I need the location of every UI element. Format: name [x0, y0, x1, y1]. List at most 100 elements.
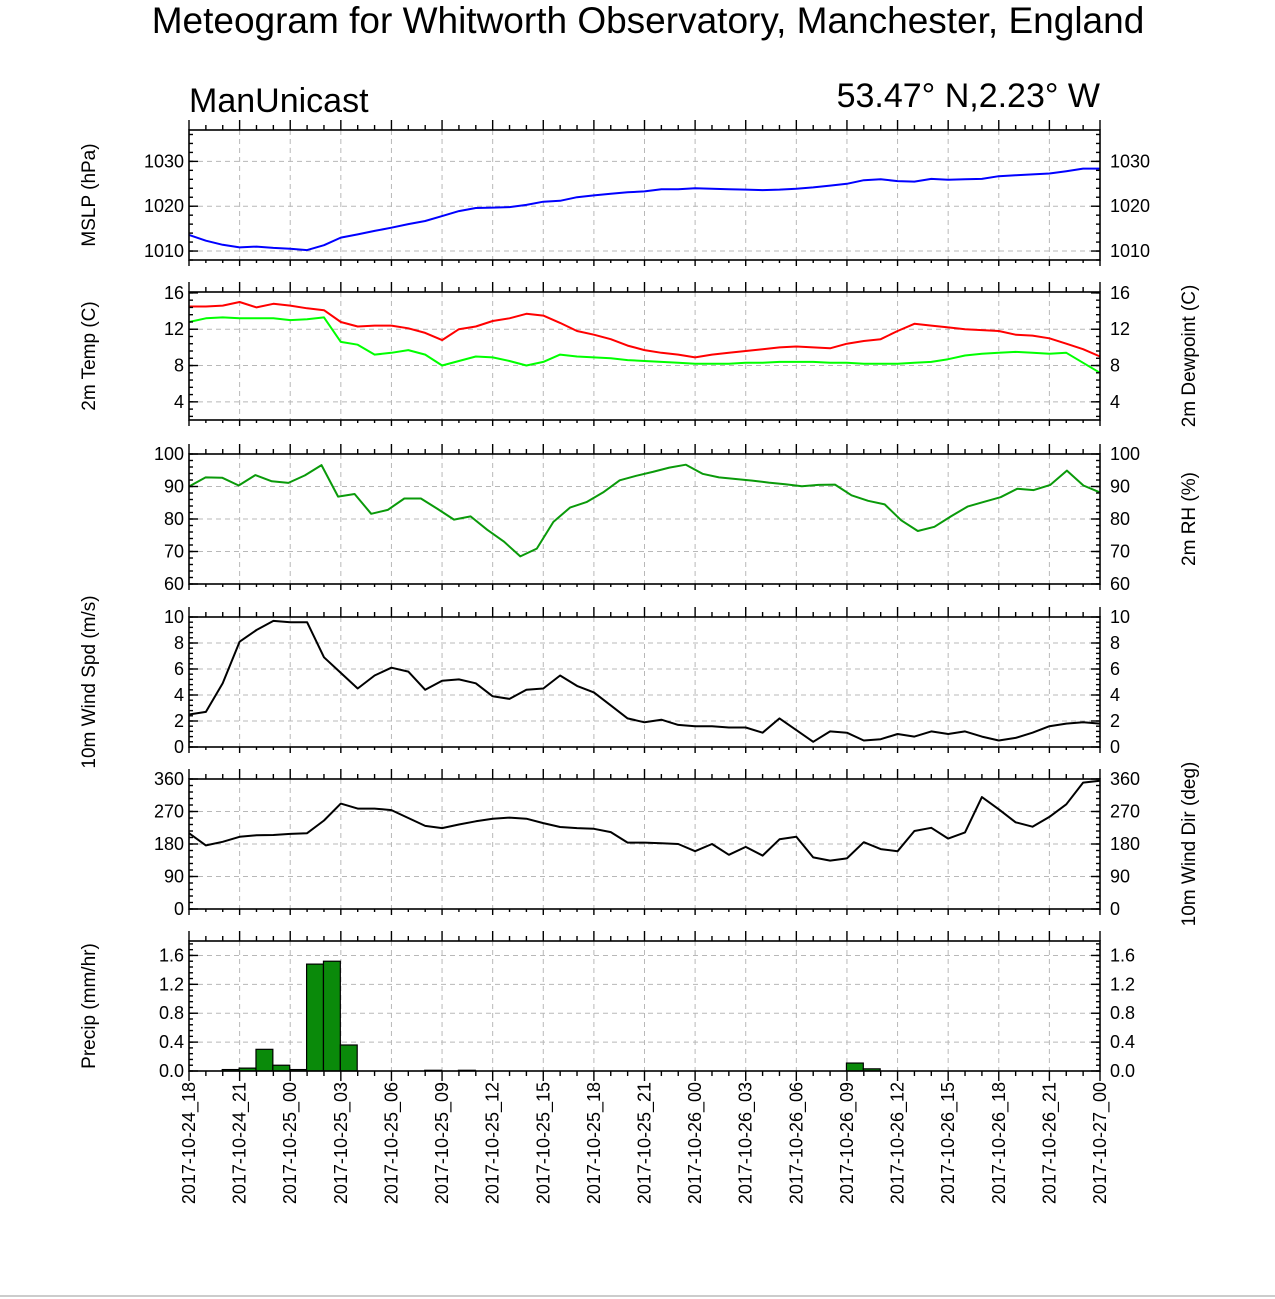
y-tick-label-left: 12 — [164, 319, 184, 339]
x-tick-label: 2017-10-26_18 — [989, 1082, 1010, 1204]
y-tick-label-right: 4 — [1110, 685, 1120, 705]
y-tick-label-left: 1.6 — [159, 945, 184, 965]
y-axis-title-left: Precip (mm/hr) — [79, 943, 100, 1069]
y-tick-label-right: 1.6 — [1110, 945, 1135, 965]
y-tick-label-right: 70 — [1110, 542, 1130, 562]
y-tick-label-left: 0 — [174, 899, 184, 919]
y-tick-label-left: 270 — [154, 802, 184, 822]
y-tick-label-right: 1020 — [1110, 196, 1150, 216]
y-tick-label-right: 8 — [1110, 356, 1120, 376]
x-tick-label: 2017-10-26_09 — [837, 1082, 858, 1204]
y-tick-label-left: 2 — [174, 711, 184, 731]
y-tick-label-right: 180 — [1110, 834, 1140, 854]
x-tick-label: 2017-10-26_03 — [736, 1082, 757, 1204]
y-tick-label-left: 180 — [154, 834, 184, 854]
y-tick-label-left: 0.4 — [159, 1032, 184, 1052]
precip-bar — [305, 963, 325, 1072]
panel-5: 0.0 0.0 0.4 0.4 0.8 0.8 1.2 1.2 1.6 1.6 Precip (mm… — [79, 931, 1135, 1081]
y-tick-label-left: 4 — [174, 685, 184, 705]
chart-title: Meteogram for Whitworth Observatory, Man… — [152, 0, 1145, 41]
y-tick-label-left: 0.0 — [159, 1061, 184, 1081]
y-tick-label-left: 1030 — [144, 151, 184, 171]
y-axis-title-right: 2m RH (%) — [1179, 472, 1200, 566]
y-tick-label-right: 10 — [1110, 607, 1130, 627]
y-tick-label-right: 90 — [1110, 477, 1130, 497]
y-tick-label-right: 100 — [1110, 444, 1140, 464]
time-axis: 2017-10-24_18 2017-10-24_21 2017-10-25_00 2… — [179, 1082, 1111, 1204]
y-tick-label-right: 0.8 — [1110, 1003, 1135, 1023]
y-axis-title-left: 10m Wind Spd (m/s) — [79, 595, 100, 768]
y-tick-label-left: 360 — [154, 769, 184, 789]
x-tick-label: 2017-10-25_18 — [584, 1082, 605, 1204]
y-tick-label-right: 4 — [1110, 392, 1120, 412]
y-axis-title-right: 2m Dewpoint (C) — [1179, 285, 1200, 428]
y-tick-label-left: 8 — [174, 356, 184, 376]
y-tick-label-left: 60 — [164, 574, 184, 594]
y-tick-label-left: 16 — [164, 283, 184, 303]
y-axis-title-right: 10m Wind Dir (deg) — [1179, 762, 1200, 927]
panel-2: 60 60 70 70 80 80 90 90 100 100 2m RH (%) — [154, 444, 1200, 594]
series-line-wind — [188, 779, 1101, 862]
y-tick-label-right: 0 — [1110, 899, 1120, 919]
x-tick-label: 2017-10-26_00 — [685, 1082, 706, 1204]
y-tick-label-left: 8 — [174, 633, 184, 653]
y-tick-label-right: 90 — [1110, 867, 1130, 887]
precip-bar — [322, 960, 341, 1072]
x-tick-label: 2017-10-25_15 — [533, 1082, 554, 1204]
y-tick-label-right: 8 — [1110, 633, 1120, 653]
x-tick-label: 2017-10-26_15 — [938, 1082, 959, 1204]
series-line-mslp — [188, 167, 1100, 252]
panel-0: 1010 1010 1020 1020 1030 1030 MSLP (hPa) — [79, 120, 1150, 266]
y-tick-label-left: 70 — [164, 542, 184, 562]
y-tick-label-right: 1030 — [1110, 151, 1150, 171]
y-tick-label-left: 90 — [164, 477, 184, 497]
series-line-wind — [188, 619, 1101, 743]
y-tick-label-left: 0 — [174, 737, 184, 757]
y-tick-label-right: 80 — [1110, 509, 1130, 529]
x-tick-label: 2017-10-25_00 — [280, 1082, 301, 1204]
panel-3: 0 0 2 2 4 4 6 6 8 8 10 10 10m Wind Spd (m/s) — [79, 595, 1130, 768]
y-tick-label-right: 360 — [1110, 769, 1140, 789]
panel-4: 0 0 90 90 180 180 270 270 360 360 10m Wind Dir (de… — [154, 762, 1200, 927]
x-tick-label: 2017-10-25_03 — [331, 1082, 352, 1204]
y-tick-label-left: 90 — [164, 867, 184, 887]
y-tick-label-right: 0 — [1110, 737, 1120, 757]
x-tick-label: 2017-10-24_21 — [230, 1082, 251, 1204]
series-line-rh — [188, 463, 1101, 558]
y-axis-title-left: 2m Temp (C) — [79, 301, 100, 410]
precip-bar — [845, 1062, 864, 1072]
x-tick-label: 2017-10-25_09 — [432, 1082, 453, 1204]
y-tick-label-left: 4 — [174, 392, 184, 412]
y-tick-label-right: 0.0 — [1110, 1061, 1135, 1081]
coordinates-label: 53.47° N,2.23° W — [837, 77, 1100, 115]
y-tick-label-right: 0.4 — [1110, 1032, 1135, 1052]
station-label: ManUnicast — [189, 82, 369, 120]
y-tick-label-right: 6 — [1110, 659, 1120, 679]
y-tick-label-right: 1.2 — [1110, 974, 1135, 994]
y-tick-label-left: 1.2 — [159, 974, 184, 994]
y-tick-label-left: 100 — [154, 444, 184, 464]
y-tick-label-right: 12 — [1110, 319, 1130, 339]
x-tick-label: 2017-10-26_21 — [1039, 1082, 1060, 1204]
y-tick-label-left: 10 — [164, 607, 184, 627]
precip-bar — [339, 1044, 358, 1072]
panel-1: 4 4 8 8 12 12 16 16 2m Temp (C) 2m Dewpoint (C) — [79, 282, 1200, 427]
x-tick-label: 2017-10-26_12 — [888, 1082, 909, 1204]
x-tick-label: 2017-10-25_21 — [635, 1082, 656, 1204]
y-tick-label-left: 1020 — [144, 196, 184, 216]
y-tick-label-left: 1010 — [144, 241, 184, 261]
y-tick-label-left: 6 — [174, 659, 184, 679]
y-axis-title-left: MSLP (hPa) — [79, 143, 100, 246]
precip-bar — [255, 1048, 274, 1072]
y-tick-label-left: 80 — [164, 509, 184, 529]
precip-bar — [272, 1064, 291, 1072]
y-tick-label-right: 16 — [1110, 283, 1130, 303]
x-tick-label: 2017-10-24_18 — [179, 1082, 200, 1204]
x-tick-label: 2017-10-25_06 — [381, 1082, 402, 1204]
y-tick-label-right: 60 — [1110, 574, 1130, 594]
x-tick-label: 2017-10-26_06 — [786, 1082, 807, 1204]
y-tick-label-left: 0.8 — [159, 1003, 184, 1023]
x-tick-label: 2017-10-25_12 — [483, 1082, 504, 1204]
